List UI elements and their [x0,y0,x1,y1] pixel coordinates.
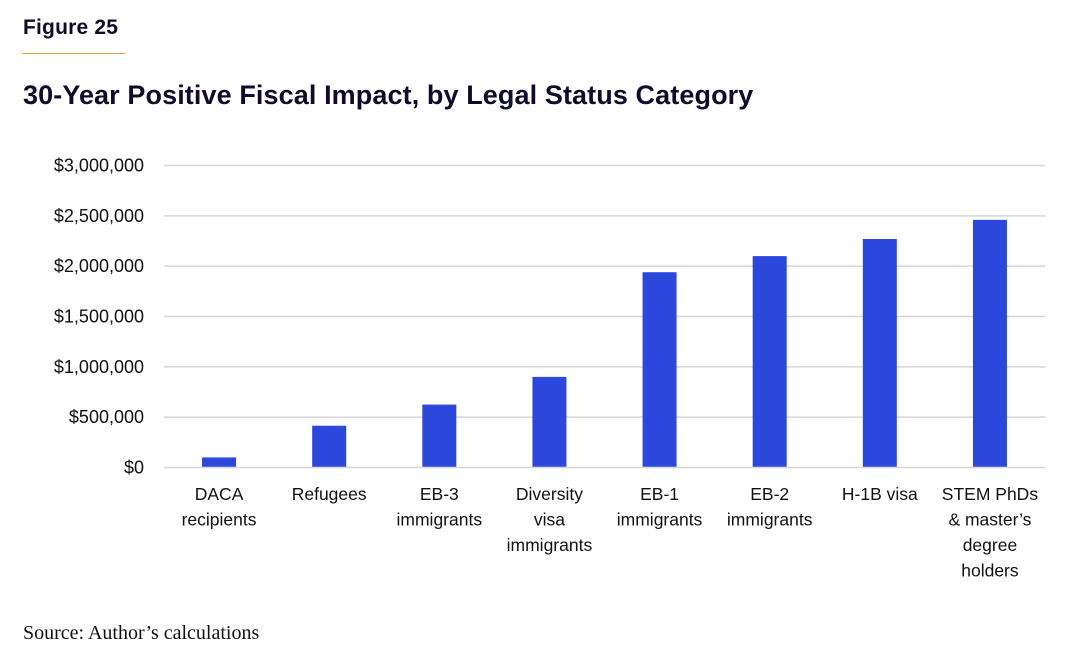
figure-label-underline [22,53,125,54]
bar [532,376,567,467]
x-category-label-line: holders [961,561,1019,581]
x-category-label-line: STEM PhDs [942,484,1039,504]
x-category-label-line: degree [963,535,1018,555]
x-category-label: STEM PhDs & master’s degree holders [942,484,1039,581]
bar [752,256,787,467]
y-tick-label: $3,000,000 [54,156,144,176]
y-axis-tick-labels: $0 $500,000 $1,000,000 $1,500,000 $2,000,000… [54,156,144,478]
x-category-label: EB-2 immigrants [727,484,813,530]
x-category-label: EB-1 immigrants [617,484,703,530]
y-tick-label: $0 [124,458,144,478]
figure-label: Figure 25 [23,16,119,39]
y-tick-label: $500,000 [69,407,144,427]
x-category-label-line: visa [534,510,565,530]
x-category-label-line: immigrants [617,510,703,530]
chart-title: 30-Year Positive Fiscal Impact, by Legal… [23,80,754,110]
x-category-label-line: immigrants [727,510,813,530]
x-category-label-line: Refugees [292,484,367,504]
x-category-label-line: recipients [182,510,257,530]
x-category-label: DACA recipients [182,484,257,530]
x-category-label-line: H-1B visa [842,484,918,504]
x-category-label-line: EB-3 [420,484,459,504]
bar [202,457,237,467]
source-note: Source: Author’s calculations [23,622,260,644]
x-category-label-line: & master’s [948,510,1031,530]
bars [202,219,1007,467]
x-category-label-line: EB-1 [640,484,679,504]
bar [422,404,457,467]
y-tick-label: $2,000,000 [54,256,144,276]
bar [312,425,347,467]
y-tick-label: $2,500,000 [54,206,144,226]
x-category-label-line: immigrants [507,535,593,555]
bar [642,272,677,467]
x-category-label-line: Diversity [516,484,583,504]
x-category-label: H-1B visa [842,484,918,504]
x-category-label: Diversity visa immigrants [507,484,593,555]
x-category-label-line: immigrants [397,510,483,530]
x-category-label: EB-3 immigrants [397,484,483,530]
x-category-label-line: DACA [195,484,244,504]
x-category-label-line: EB-2 [750,484,789,504]
gridlines [164,164,1045,469]
x-category-label: Refugees [292,484,367,504]
y-tick-label: $1,000,000 [54,357,144,377]
y-tick-label: $1,500,000 [54,307,144,327]
bar [972,219,1007,467]
bar [862,238,897,467]
